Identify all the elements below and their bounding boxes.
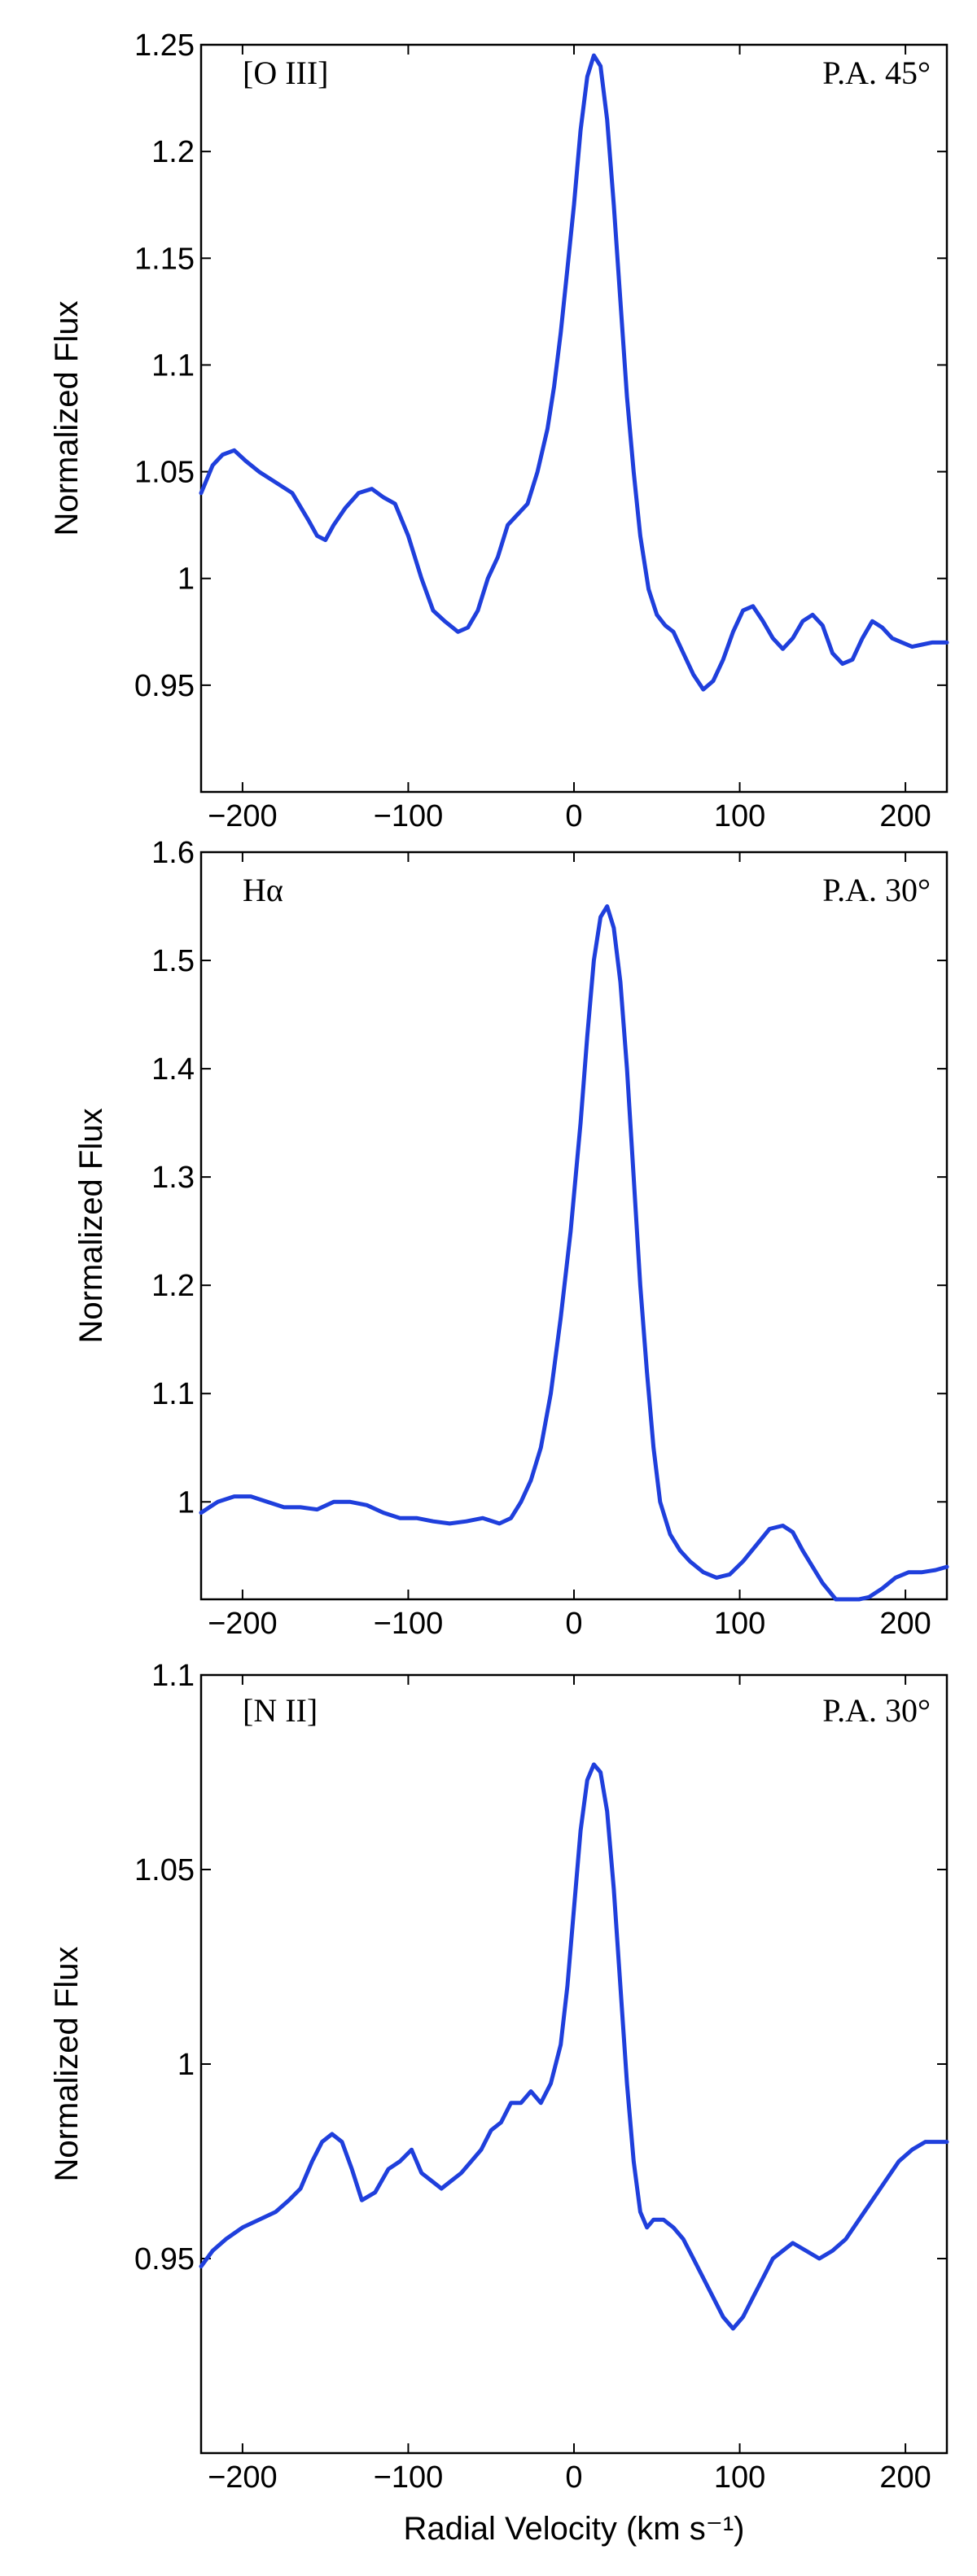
position-angle-label: P.A. 30°: [822, 1692, 931, 1729]
series-line-halpha: [199, 904, 949, 1602]
y-tick-labels: 0.95 1 1.05 1.1 1.15 1.2 1.25: [134, 28, 195, 703]
y-tick-label: 1.1: [151, 348, 195, 383]
x-tick-labels: −200 −100 0 100 200: [208, 2460, 931, 2495]
y-tick-label: 0.95: [134, 2242, 195, 2276]
tick-marks: [201, 851, 947, 1599]
x-tick-label: 0: [565, 2460, 582, 2495]
x-tick-label: −100: [374, 1607, 444, 1641]
y-tick-label: 1: [177, 1485, 195, 1520]
x-tick-label: 100: [714, 2460, 765, 2495]
y-axis-title: Normalized Flux: [49, 301, 85, 536]
y-tick-label: 1.05: [134, 1853, 195, 1887]
y-tick-label: 1: [177, 2048, 195, 2082]
x-tick-labels: −200 −100 0 100 200: [208, 799, 931, 833]
y-tick-label: 1.05: [134, 456, 195, 490]
y-axis-title: Normalized Flux: [49, 1947, 85, 2182]
y-tick-label: 1.3: [151, 1161, 195, 1195]
series-line-oiii: [199, 53, 949, 692]
y-tick-labels: 1 1.1 1.2 1.3 1.4 1.5 1.6: [151, 836, 195, 1520]
x-tick-label: 100: [714, 1607, 765, 1641]
y-tick-label: 1.6: [151, 836, 195, 870]
y-tick-label: 0.95: [134, 669, 195, 703]
tick-marks: [201, 44, 947, 792]
line-label: [O III]: [243, 55, 329, 91]
line-label: Hα: [243, 872, 283, 908]
position-angle-label: P.A. 45°: [822, 55, 931, 91]
line-label: [N II]: [243, 1692, 318, 1729]
x-tick-label: 0: [565, 1607, 582, 1641]
y-tick-label: 1.15: [134, 242, 195, 276]
y-tick-label: 1.25: [134, 28, 195, 63]
y-tick-label: 1.1: [151, 1377, 195, 1411]
y-tick-label: 1.4: [151, 1052, 195, 1087]
x-tick-label: 200: [879, 1607, 931, 1641]
position-angle-label: P.A. 30°: [822, 872, 931, 908]
x-tick-label: 0: [565, 799, 582, 833]
y-tick-label: 1.2: [151, 1269, 195, 1303]
y-tick-label: 1.2: [151, 135, 195, 169]
x-tick-label: 200: [879, 2460, 931, 2495]
y-axis-title: Normalized Flux: [73, 1109, 109, 1344]
series-line-nii: [199, 1762, 949, 2331]
panel-halpha: 1 1.1 1.2 1.3 1.4 1.5 1.6 −200 −100 0 100 200 Hα P…: [73, 836, 949, 1641]
x-tick-labels: −200 −100 0 100 200: [208, 1607, 931, 1641]
tick-marks: [201, 1674, 947, 2453]
y-tick-label: 1.1: [151, 1659, 195, 1693]
y-tick-label: 1.5: [151, 944, 195, 978]
x-tick-label: 200: [879, 799, 931, 833]
panel-nii: 0.95 1 1.05 1.1 −200 −100 0 100 200 [N II] P.A.…: [49, 1659, 949, 2547]
x-tick-label: −200: [208, 1607, 278, 1641]
y-tick-labels: 0.95 1 1.05 1.1: [134, 1659, 195, 2276]
x-tick-label: −100: [374, 799, 444, 833]
x-axis-title: Radial Velocity (km s⁻¹): [404, 2511, 745, 2547]
x-tick-label: −100: [374, 2460, 444, 2495]
x-tick-label: −200: [208, 2460, 278, 2495]
y-tick-label: 1: [177, 562, 195, 597]
x-tick-label: −200: [208, 799, 278, 833]
x-tick-label: 100: [714, 799, 765, 833]
